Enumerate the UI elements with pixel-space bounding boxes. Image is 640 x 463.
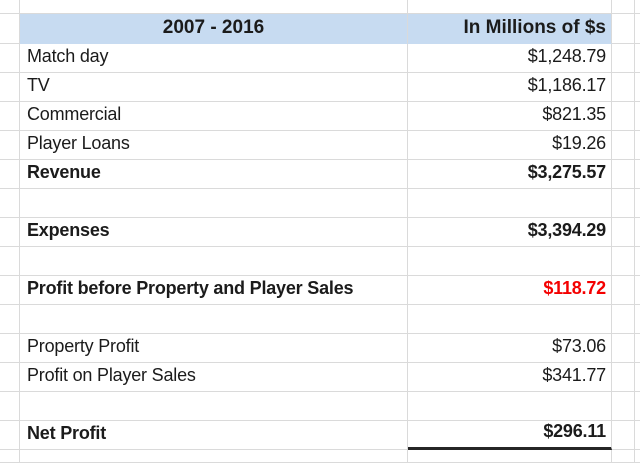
row-sliver-cell <box>612 44 635 73</box>
row-sliver-cell <box>612 276 635 305</box>
row-sliver-cell <box>635 44 640 73</box>
blank-row-label[interactable] <box>20 392 408 421</box>
row-commercial-value[interactable]: $821.35 <box>408 102 612 131</box>
row-sliver-cell <box>635 363 640 392</box>
header-sliver-cell <box>612 14 635 44</box>
row-sliver-cell <box>0 160 20 189</box>
row-sliver-cell <box>635 276 640 305</box>
row-sliver-cell <box>612 392 635 421</box>
row-sliver-cell <box>612 305 635 334</box>
row-sliver-cell <box>0 218 20 247</box>
blank-row-label[interactable] <box>20 189 408 218</box>
row-sliver-cell <box>0 392 20 421</box>
row-profit-before-sales-label[interactable]: Profit before Property and Player Sales <box>20 276 408 305</box>
row-profit-before-sales-value[interactable]: $118.72 <box>408 276 612 305</box>
row-sliver-cell <box>635 160 640 189</box>
row-commercial-label[interactable]: Commercial <box>20 102 408 131</box>
header-period-cell[interactable]: 2007 - 2016 <box>20 14 408 44</box>
row-revenue-value[interactable]: $3,275.57 <box>408 160 612 189</box>
row-sliver-cell <box>612 334 635 363</box>
row-tv-label[interactable]: TV <box>20 73 408 102</box>
blank-row-value[interactable] <box>408 247 612 276</box>
row-revenue-label[interactable]: Revenue <box>20 160 408 189</box>
row-player-loans-value[interactable]: $19.26 <box>408 131 612 160</box>
row-tv-value[interactable]: $1,186.17 <box>408 73 612 102</box>
row-sliver-cell <box>0 44 20 73</box>
row-sliver-cell <box>612 73 635 102</box>
row-sliver-cell <box>0 305 20 334</box>
row-player-loans-label[interactable]: Player Loans <box>20 131 408 160</box>
row-sliver-cell <box>635 102 640 131</box>
bottom-partial-cell <box>20 450 408 463</box>
row-match-day-label[interactable]: Match day <box>20 44 408 73</box>
blank-row-value[interactable] <box>408 189 612 218</box>
top-partial-cell <box>635 0 640 14</box>
top-partial-cell <box>612 0 635 14</box>
row-expenses-value[interactable]: $3,394.29 <box>408 218 612 247</box>
top-partial-cell <box>0 0 20 14</box>
row-expenses-label[interactable]: Expenses <box>20 218 408 247</box>
row-sliver-cell <box>0 131 20 160</box>
row-match-day-value[interactable]: $1,248.79 <box>408 44 612 73</box>
row-net-profit-value[interactable]: $296.11 <box>408 421 612 450</box>
row-sliver-cell <box>0 102 20 131</box>
row-property-profit-label[interactable]: Property Profit <box>20 334 408 363</box>
header-unit-cell[interactable]: In Millions of $s <box>408 14 612 44</box>
top-partial-cell <box>20 0 408 14</box>
bottom-partial-cell <box>0 450 20 463</box>
row-sliver-cell <box>612 189 635 218</box>
blank-row-value[interactable] <box>408 392 612 421</box>
row-sliver-cell <box>635 247 640 276</box>
bottom-partial-cell <box>408 450 612 463</box>
blank-row-label[interactable] <box>20 305 408 334</box>
row-sliver-cell <box>0 247 20 276</box>
row-sliver-cell <box>635 421 640 450</box>
row-sliver-cell <box>612 102 635 131</box>
bottom-partial-cell <box>635 450 640 463</box>
row-sliver-cell <box>635 73 640 102</box>
header-sliver-cell <box>0 14 20 44</box>
top-partial-cell <box>408 0 612 14</box>
row-sliver-cell <box>0 189 20 218</box>
row-sliver-cell <box>635 334 640 363</box>
header-sliver-cell <box>635 14 640 44</box>
row-sliver-cell <box>0 334 20 363</box>
row-sliver-cell <box>0 363 20 392</box>
row-sliver-cell <box>612 218 635 247</box>
row-sliver-cell <box>612 421 635 450</box>
row-sliver-cell <box>0 73 20 102</box>
row-sliver-cell <box>635 305 640 334</box>
row-net-profit-label[interactable]: Net Profit <box>20 421 408 450</box>
row-player-sales-profit-value[interactable]: $341.77 <box>408 363 612 392</box>
blank-row-label[interactable] <box>20 247 408 276</box>
blank-row-value[interactable] <box>408 305 612 334</box>
bottom-partial-cell <box>612 450 635 463</box>
row-sliver-cell <box>612 160 635 189</box>
row-sliver-cell <box>0 421 20 450</box>
row-sliver-cell <box>612 363 635 392</box>
row-property-profit-value[interactable]: $73.06 <box>408 334 612 363</box>
row-sliver-cell <box>635 392 640 421</box>
row-sliver-cell <box>0 276 20 305</box>
row-sliver-cell <box>612 131 635 160</box>
row-sliver-cell <box>635 189 640 218</box>
row-sliver-cell <box>635 131 640 160</box>
row-player-sales-profit-label[interactable]: Profit on Player Sales <box>20 363 408 392</box>
row-sliver-cell <box>635 218 640 247</box>
row-sliver-cell <box>612 247 635 276</box>
